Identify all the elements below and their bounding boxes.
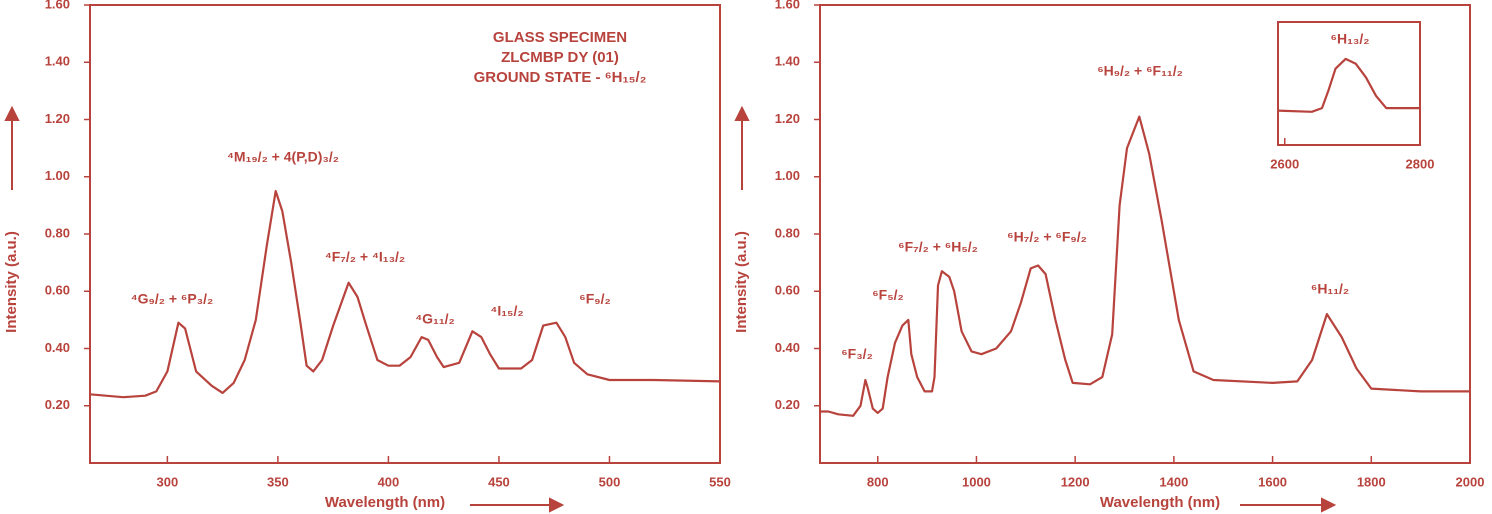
- annotation: ⁶F₇/₂ + ⁶H₅/₂: [898, 239, 978, 255]
- y-tick-label: 1.20: [45, 111, 70, 126]
- y-tick-label: 0.40: [775, 340, 800, 355]
- x-tick-label: 1200: [1061, 474, 1090, 489]
- y-tick-label: 1.60: [45, 0, 70, 11]
- x-tick-label: 300: [157, 474, 179, 489]
- annotation: ⁴M₁₉/₂ + 4(P,D)₃/₂: [227, 149, 339, 165]
- x-arrowhead: [1321, 497, 1337, 513]
- x-axis-label: Wavelength (nm): [1100, 494, 1220, 511]
- x-tick-label: 500: [599, 474, 621, 489]
- x-tick-label: 2600: [1270, 156, 1299, 171]
- y-tick-label: 0.20: [775, 397, 800, 412]
- y-axis-label: Intensity (a.u.): [3, 231, 20, 333]
- x-tick-label: 550: [709, 474, 731, 489]
- y-tick-label: 1.40: [45, 54, 70, 69]
- chart-title: ZLCMBP DY (01): [501, 49, 619, 66]
- y-tick-label: 1.20: [775, 111, 800, 126]
- y-tick-label: 1.00: [775, 168, 800, 183]
- x-tick-label: 350: [267, 474, 289, 489]
- plot-frame: [1277, 21, 1421, 146]
- line: [89, 190, 721, 399]
- x-tick-label: 450: [488, 474, 510, 489]
- x-tick-label: 2000: [1456, 474, 1485, 489]
- y-tick-label: 0.60: [775, 283, 800, 298]
- y-tick-label: 1.60: [775, 0, 800, 11]
- chart-title: GLASS SPECIMEN: [493, 29, 627, 46]
- y-tick-label: 0.20: [45, 397, 70, 412]
- y-tick-label: 0.40: [45, 340, 70, 355]
- annotation: ⁶F₅/₂: [872, 287, 904, 303]
- y-tick-label: 0.80: [775, 225, 800, 240]
- x-tick-label: 1800: [1357, 474, 1386, 489]
- annotation: ⁶H₁₃/₂: [1331, 31, 1370, 47]
- x-tick-label: 2800: [1406, 156, 1435, 171]
- line: [820, 115, 1470, 417]
- y-tick-label: 0.80: [45, 225, 70, 240]
- y-tick-label: 1.00: [45, 168, 70, 183]
- annotation: ⁴I₁₅/₂: [490, 303, 523, 319]
- y-axis-label: Intensity (a.u.): [733, 231, 750, 333]
- x-tick-label: 1000: [962, 474, 991, 489]
- annotation: ⁶H₇/₂ + ⁶F₉/₂: [1007, 229, 1087, 245]
- x-axis-label: Wavelength (nm): [325, 494, 445, 511]
- line: [1277, 57, 1420, 113]
- y-arrowhead: [734, 105, 750, 121]
- x-tick-label: 400: [378, 474, 400, 489]
- annotation: ⁶H₉/₂ + ⁶F₁₁/₂: [1097, 63, 1183, 79]
- arrows: [4, 105, 1337, 513]
- x-tick-label: 1400: [1159, 474, 1188, 489]
- annotation: ⁴G₁₁/₂: [415, 311, 455, 327]
- x-tick-label: 1600: [1258, 474, 1287, 489]
- annotation: ⁶H₁₁/₂: [1311, 281, 1349, 297]
- y-arrowhead: [4, 105, 20, 121]
- x-tick-label: 800: [867, 474, 889, 489]
- annotation: ⁴G₉/₂ + ⁶P₃/₂: [131, 291, 214, 307]
- chart-title: GROUND STATE - ⁶H₁₅/₂: [474, 69, 647, 86]
- annotation: ⁴F₇/₂ + ⁴I₁₃/₂: [325, 249, 405, 265]
- annotation: ⁶F₉/₂: [579, 291, 610, 307]
- x-arrowhead: [549, 497, 565, 513]
- annotation: ⁶F₃/₂: [841, 346, 873, 362]
- y-tick-label: 1.40: [775, 54, 800, 69]
- y-tick-label: 0.60: [45, 283, 70, 298]
